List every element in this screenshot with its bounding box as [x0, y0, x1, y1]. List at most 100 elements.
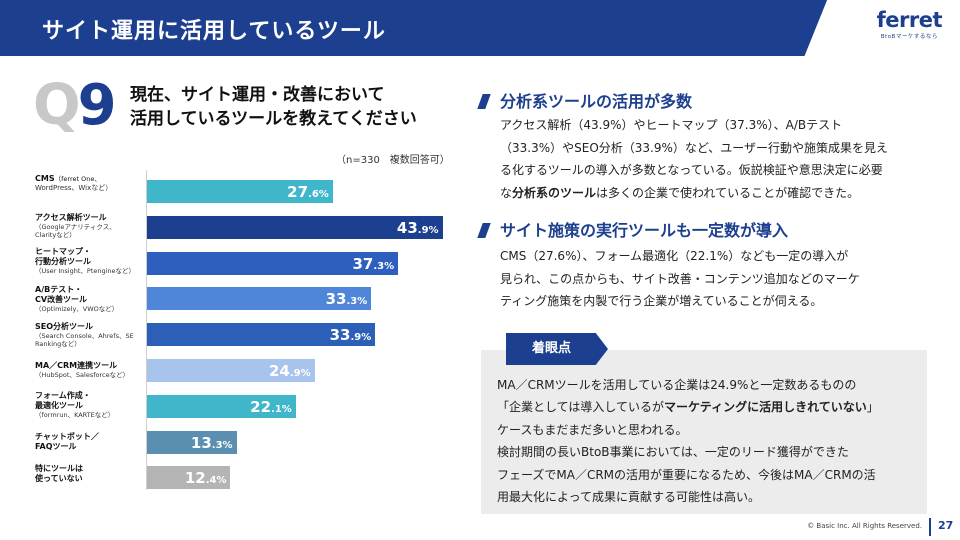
- section-heading-analysis: 分析系ツールの活用が多数: [477, 88, 693, 112]
- bar-value-integer: 33: [325, 290, 347, 309]
- category-main-2: CV改善ツール: [35, 295, 88, 304]
- category-label-ma-crm: MA／CRM連携ツール （HubSpot、Salesforceなど）: [35, 361, 150, 379]
- focus-line: 用最大化によって成果に貢献する可能性は高い。: [497, 490, 761, 505]
- bar: 43.9%: [147, 215, 443, 240]
- section-heading-execution: サイト施策の実行ツールも一定数が導入: [477, 217, 789, 241]
- bar: 24.9%: [147, 359, 315, 382]
- bar-value-label: 22.1%: [250, 398, 292, 419]
- bar: 27.6%: [147, 180, 333, 203]
- category-sub: （Search Console、Ahrefs、SE Rankingなど）: [35, 332, 134, 348]
- focus-body: MA／CRMツールを活用している企業は24.9%と一定数あるものの 「企業として…: [497, 374, 879, 508]
- category-main: MA／CRM連携ツール: [35, 361, 118, 370]
- category-main-2: 行動分析ツール: [35, 257, 91, 266]
- page-title: サイト運用に活用しているツール: [42, 19, 386, 44]
- body-line: ティング施策を内製で行う企業が増えていることが伺える。: [500, 294, 823, 308]
- copyright: © Basic Inc. All Rights Reserved.: [807, 522, 922, 530]
- slash-marker-icon: [477, 223, 491, 238]
- body-text: は多くの企業で使われていることが確認できた。: [596, 185, 860, 200]
- category-main-2: 使っていない: [35, 474, 83, 483]
- focus-bold-text: マーケティングに活用しきれていない: [664, 400, 867, 415]
- category-main: CMS: [35, 174, 55, 183]
- bar-value-label: 33.3%: [326, 290, 368, 311]
- category-label-cms: CMS（ferret One、 WordPress、Wixなど）: [35, 174, 150, 192]
- footer-separator: [929, 518, 931, 536]
- bar-value-label: 12.4%: [185, 469, 227, 490]
- bar: 33.3%: [147, 287, 372, 311]
- bar-value-decimal: .3%: [346, 296, 368, 308]
- category-main-1: 特にツールは: [35, 464, 83, 473]
- ferret-logo: ferret BtoBマーケするなら: [876, 8, 943, 40]
- bar-value-label: 27.6%: [287, 183, 329, 204]
- bar-value-integer: 43: [396, 218, 418, 237]
- category-sub: （User Insight、Ptengineなど）: [35, 267, 136, 275]
- category-label-ab-test: A/Bテスト・ CV改善ツール （Optimizely、VWOなど）: [35, 285, 150, 313]
- bar: 13.3%: [147, 430, 237, 455]
- focus-line: 検討期間の長いBtoB事業においては、一定のリード獲得ができた: [497, 445, 849, 460]
- bar-value-integer: 27: [287, 183, 309, 201]
- category-label-heatmap: ヒートマップ・ 行動分析ツール （User Insight、Ptengineなど…: [35, 247, 150, 275]
- category-sub: （Googleアナリティクス、Clarityなど）: [35, 223, 116, 239]
- bar-value-decimal: .4%: [205, 475, 227, 487]
- bar-value-integer: 37: [352, 254, 374, 273]
- section-heading-text: サイト施策の実行ツールも一定数が導入: [500, 221, 789, 240]
- section-heading-text: 分析系ツールの活用が多数: [500, 92, 693, 111]
- body-line: な分析系のツールは多くの企業で使われていることが確認できた。: [500, 182, 888, 205]
- bar-value-integer: 22: [250, 397, 272, 416]
- category-label-seo: SEO分析ツール （Search Console、Ahrefs、SE Ranki…: [35, 322, 150, 348]
- bar-chart: CMS（ferret One、 WordPress、Wixなど） アクセス解析ツ…: [0, 170, 470, 500]
- bar: 33.9%: [147, 323, 376, 347]
- bar: 12.4%: [147, 466, 231, 490]
- question-text: 現在、サイト運用・改善において 活用しているツールを教えてください: [130, 83, 417, 131]
- question-line-1: 現在、サイト運用・改善において: [130, 85, 385, 105]
- bar-value-integer: 33: [329, 326, 351, 345]
- category-main-2: FAQツール: [35, 442, 77, 451]
- category-main: アクセス解析ツール: [35, 213, 107, 222]
- focus-box: [481, 350, 927, 514]
- logo-name: ferret: [876, 8, 943, 32]
- header-bar: サイト運用に活用しているツール ferret BtoBマーケするなら: [0, 0, 960, 56]
- bar-value-integer: 13: [190, 433, 212, 452]
- question-q-letter: Q: [33, 73, 81, 138]
- question-line-2: 活用しているツールを教えてください: [130, 109, 417, 129]
- category-label-form: フォーム作成・ 最適化ツール （formrun、KARTEなど）: [35, 391, 150, 419]
- logo-tagline: BtoBマーケするなら: [880, 34, 938, 40]
- body-text: な: [500, 185, 513, 200]
- sample-note: （n=330 複数回答可）: [336, 155, 450, 166]
- bar-value-decimal: .1%: [271, 403, 292, 415]
- bar-value-integer: 12: [184, 469, 206, 488]
- bar-value-label: 37.3%: [352, 255, 394, 276]
- bar-value-label: 13.3%: [191, 434, 233, 455]
- category-label-chatbot: チャットボット／ FAQツール: [35, 432, 150, 452]
- question-number: Q9: [33, 73, 117, 138]
- category-sub: （formrun、KARTEなど）: [35, 411, 115, 419]
- category-label-access-analysis: アクセス解析ツール （Googleアナリティクス、Clarityなど）: [35, 213, 150, 239]
- category-main-1: A/Bテスト・: [35, 285, 83, 294]
- body-bold-text: 分析系のツール: [512, 185, 597, 200]
- category-main: SEO分析ツール: [35, 322, 94, 331]
- section-body-analysis: アクセス解析（43.9%）やヒートマップ（37.3%）、A/Bテスト （33.3…: [500, 114, 888, 204]
- category-sub-inline: （ferret One、: [54, 175, 101, 183]
- body-line: CMS（27.6%）、フォーム最適化（22.1%）なども一定の導入が: [500, 249, 849, 263]
- slash-marker-icon: [477, 94, 491, 109]
- category-main-1: フォーム作成・: [35, 391, 91, 400]
- focus-tag: 着眼点: [506, 333, 608, 365]
- bar-value-decimal: .9%: [417, 224, 439, 236]
- logo-area: [830, 0, 960, 56]
- chart-axis-line: [146, 170, 147, 490]
- category-label-no-tools: 特にツールは 使っていない: [35, 464, 150, 484]
- bar: 37.3%: [147, 251, 399, 276]
- category-main-1: ヒートマップ・: [35, 247, 91, 256]
- body-line: る化するツールの導入が多数となっている。仮説検証や意思決定に必要: [500, 163, 883, 177]
- bar-value-label: 43.9%: [397, 219, 439, 240]
- category-main-2: 最適化ツール: [35, 401, 83, 410]
- body-line: アクセス解析（43.9%）やヒートマップ（37.3%）、A/Bテスト: [500, 118, 843, 132]
- bar-value-decimal: .3%: [211, 439, 233, 451]
- bar-value-decimal: .3%: [373, 260, 395, 272]
- focus-line: MA／CRMツールを活用している企業は24.9%と一定数あるものの: [497, 378, 857, 392]
- bar-value-decimal: .6%: [308, 189, 329, 200]
- category-sub: （HubSpot、Salesforceなど）: [35, 371, 130, 379]
- focus-text: 」: [866, 400, 879, 415]
- body-line: （33.3%）やSEO分析（33.9%）など、ユーザー行動や施策成果を見え: [500, 140, 889, 155]
- body-line: 見られ、この点からも、サイト改善・コンテンツ追加などのマーケ: [500, 271, 860, 286]
- focus-line: フェーズでMA／CRMの活用が重要になるため、今後はMA／CRMの活: [497, 467, 876, 482]
